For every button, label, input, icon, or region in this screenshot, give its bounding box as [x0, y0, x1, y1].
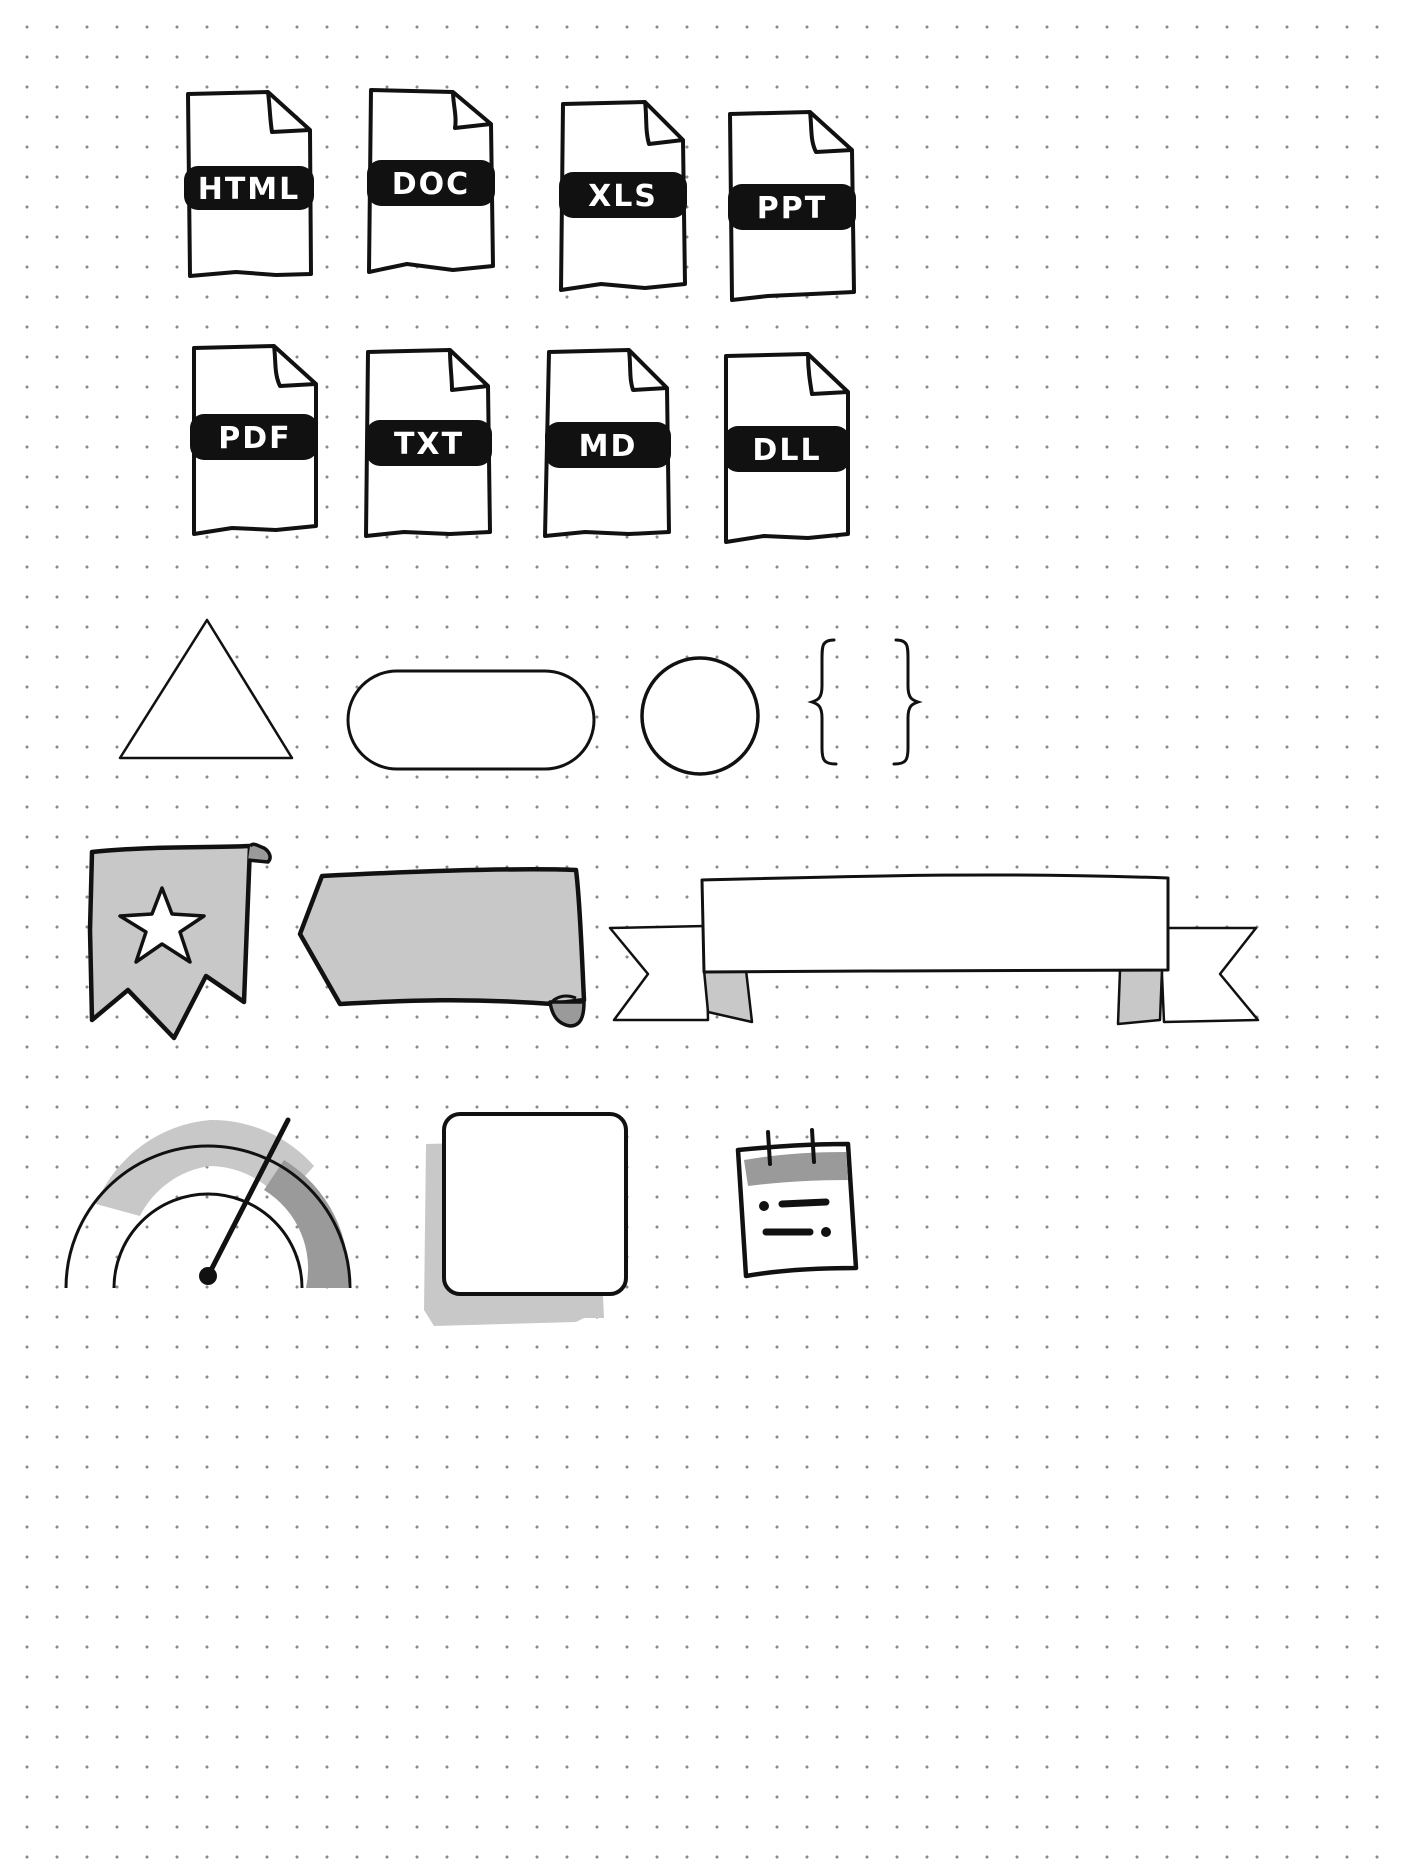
shadow-box-shape[interactable] [424, 1112, 628, 1326]
file-icon-pdf[interactable]: PDF [190, 344, 318, 536]
file-icon-dll[interactable]: DLL [724, 352, 850, 544]
file-label: DOC [392, 167, 470, 202]
ribbon-banner-shape[interactable] [608, 873, 1260, 1026]
file-icon-xls[interactable]: XLS [559, 100, 687, 292]
file-label: TXT [394, 427, 464, 462]
scroll-banner-shape[interactable] [297, 867, 587, 1028]
pill-shape[interactable] [346, 669, 596, 771]
calendar-icon[interactable] [735, 1128, 859, 1279]
file-icon-md[interactable]: MD [543, 348, 671, 538]
file-icon-html[interactable]: HTML [184, 90, 314, 278]
file-label: XLS [588, 179, 658, 214]
file-label: MD [579, 429, 638, 464]
file-icon-doc[interactable]: DOC [367, 88, 495, 274]
triangle-shape[interactable] [118, 618, 294, 760]
file-icon-txt[interactable]: TXT [364, 348, 492, 538]
file-label: PPT [757, 191, 827, 226]
curly-braces-shape[interactable] [807, 638, 923, 766]
file-label: HTML [198, 172, 301, 207]
file-label: DLL [752, 433, 821, 468]
gauge-icon[interactable] [64, 1117, 352, 1289]
circle-shape[interactable] [640, 656, 760, 776]
file-label: PDF [218, 421, 291, 456]
bookmark-star-icon[interactable] [87, 842, 272, 1041]
star-icon [118, 886, 206, 964]
file-icon-ppt[interactable]: PPT [728, 110, 856, 302]
